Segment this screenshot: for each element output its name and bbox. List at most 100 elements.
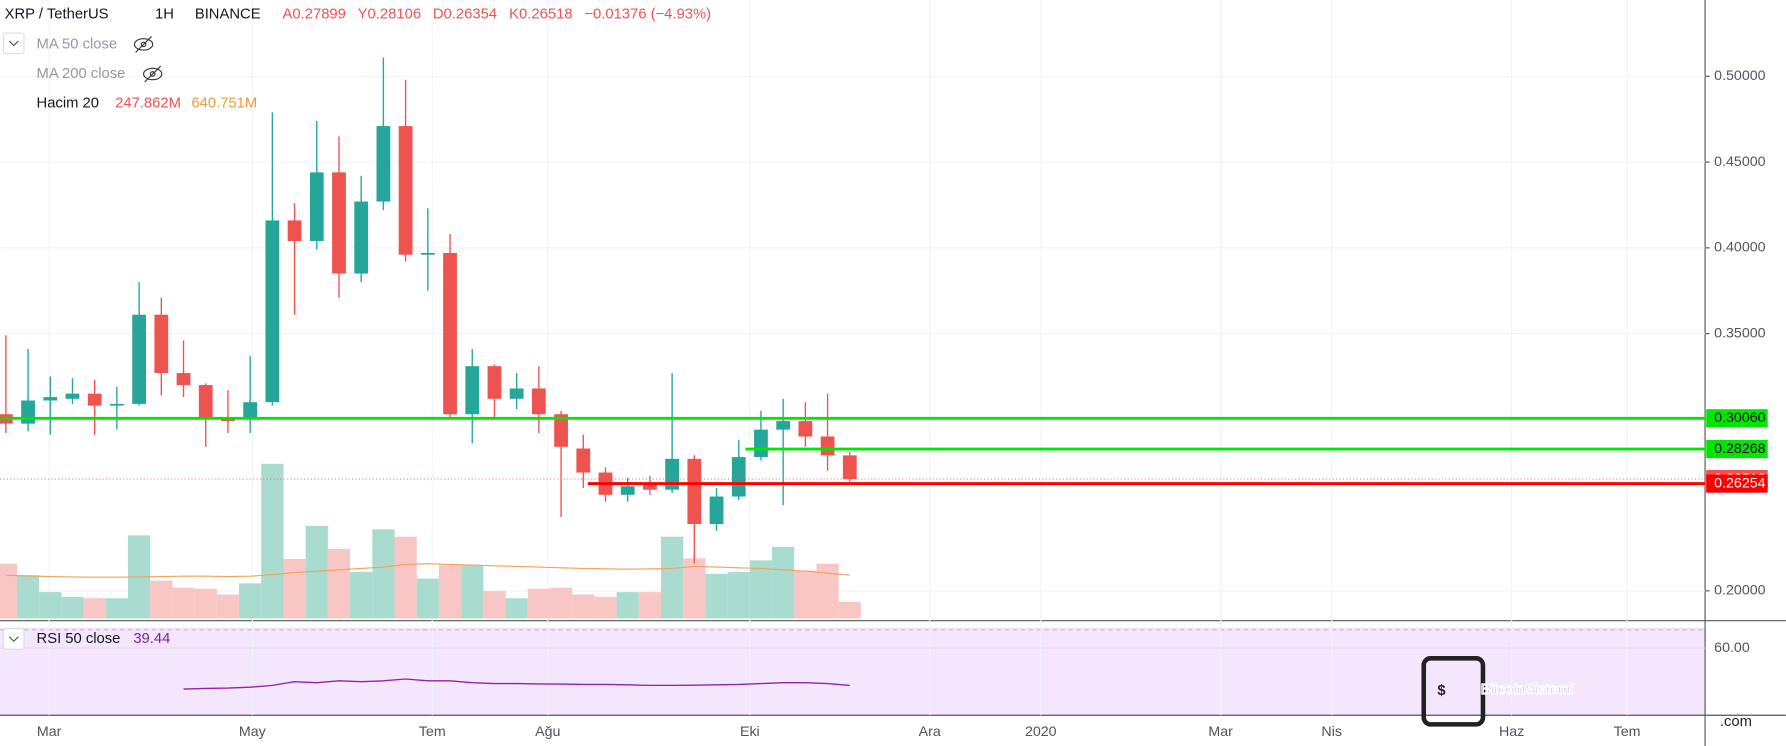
candle-body [487, 366, 502, 399]
candle-body [643, 484, 657, 490]
level-label: 0.26254 [1714, 475, 1765, 491]
volume-bar [638, 592, 662, 619]
candle-body [287, 220, 302, 241]
volume-bar [394, 536, 417, 619]
volume-bar [838, 601, 861, 619]
chevron [8, 40, 19, 47]
legend[interactable]: MA 50 close MA 200 close Hacim 20 247.86… [2, 32, 257, 650]
volume-bar [327, 548, 351, 619]
volume-bar [505, 598, 528, 619]
candle-body [420, 252, 435, 255]
logo [1421, 656, 1486, 727]
x-tick-label: Mar [1208, 724, 1233, 740]
hidden-icon[interactable] [143, 65, 163, 83]
volume-bar [239, 583, 262, 619]
ma200-label[interactable]: MA 200 close [37, 66, 126, 82]
volume-bar [438, 565, 462, 619]
volume-bar [172, 587, 195, 619]
collapse-button[interactable] [2, 628, 25, 650]
rsi-background [0, 627, 1706, 716]
volume-bar [594, 596, 617, 619]
candle-body [243, 402, 258, 420]
watermark-name: BitcoinSistemi [1481, 682, 1574, 698]
volume-bar [350, 571, 373, 619]
x-tick-label: 2020 [1025, 724, 1057, 740]
logo-glyph: $ [1437, 683, 1446, 699]
ohlc-open: A0.27899 [283, 7, 346, 23]
volume-bar [150, 580, 173, 619]
collapse-button[interactable] [2, 32, 25, 55]
volume-bar [0, 563, 17, 619]
grid [0, 0, 1710, 716]
volume-ma-line [5, 563, 850, 578]
candle-body [665, 458, 680, 490]
candle-body [820, 436, 835, 456]
volume-bar [794, 570, 817, 619]
y-tick-label: 0.50000 [1714, 68, 1765, 84]
level-tag [1706, 474, 1768, 493]
rsi-label[interactable]: RSI 50 close [37, 631, 121, 647]
candle-body [265, 220, 280, 403]
chevron [8, 636, 19, 643]
candle-body [176, 373, 191, 386]
candle-body [110, 403, 124, 406]
level-label: 0.28268 [1714, 441, 1765, 457]
candle-body [687, 458, 702, 524]
y-tick-label: 0.45000 [1714, 154, 1765, 170]
volume-bar [372, 529, 395, 619]
volume-bar [772, 546, 795, 619]
candle-body [554, 414, 568, 447]
volume-bar [749, 560, 773, 619]
volume-bar [105, 598, 129, 619]
x-tick-label: Mar [37, 724, 62, 740]
volume-bar [39, 592, 62, 619]
candle-body [754, 429, 768, 458]
volume-bar [727, 571, 750, 619]
candle-body [776, 421, 791, 430]
candle-body [709, 496, 724, 524]
level-tag [1706, 439, 1768, 459]
candle-body [376, 126, 391, 202]
candle-body [21, 400, 35, 424]
volume-bar [83, 598, 106, 619]
volume-bar [461, 565, 484, 619]
volume-bar [16, 575, 40, 619]
x-tick-label: Ağu [535, 724, 560, 740]
candle-body [731, 457, 746, 497]
x-tick-label: May [239, 724, 267, 740]
x-tick-label: Tem [1614, 724, 1641, 740]
candle-body [87, 393, 102, 406]
level-tag [1706, 409, 1768, 428]
candles [0, 57, 857, 690]
watermark: $ BitcoinSistemi .com [1421, 656, 1752, 730]
candle-body [798, 421, 813, 437]
y-tick-label: 0.20000 [1714, 583, 1765, 599]
volume-bar [483, 591, 506, 619]
candle-body [398, 126, 413, 255]
ohlc-close: K0.26518 [509, 7, 572, 23]
candle-body [309, 172, 324, 241]
candle-body [842, 455, 857, 480]
volume-bar [705, 573, 728, 619]
volume-bar [527, 588, 550, 619]
hidden-icon[interactable] [133, 36, 154, 53]
candle-body [443, 252, 457, 415]
volume-ma-value: 640.751M [191, 96, 257, 112]
candle-body [354, 201, 369, 274]
candle-body [65, 393, 80, 399]
x-tick-label: Ara [919, 724, 941, 740]
volume-bar [194, 588, 217, 619]
volume-label[interactable]: Hacim 20 [37, 96, 100, 112]
rsi-value: 39.44 [133, 631, 170, 647]
ma50-label[interactable]: MA 50 close [37, 36, 118, 52]
level-label: 0.30060 [1714, 410, 1765, 426]
candle-body [154, 314, 169, 374]
rsi-tick-label: 60.00 [1714, 640, 1750, 656]
rsi-line [183, 678, 850, 690]
ohlc-high: Y0.28106 [358, 7, 421, 23]
volume-bar [61, 596, 84, 619]
volume-bar [661, 536, 684, 619]
candle-body [576, 448, 591, 473]
